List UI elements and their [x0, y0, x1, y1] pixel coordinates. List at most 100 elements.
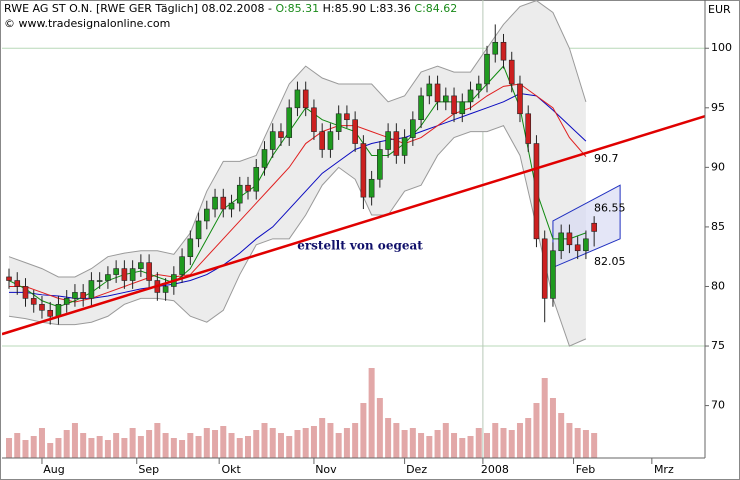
candle-body — [517, 83, 523, 115]
level-label: 90.7 — [594, 152, 619, 165]
volume-bar — [88, 438, 95, 458]
band-fill — [9, 0, 586, 347]
candle-body — [253, 167, 260, 192]
volume-bar — [475, 428, 482, 458]
candle-body — [574, 244, 581, 252]
volume-bar — [47, 443, 54, 458]
volume-bar — [310, 426, 317, 458]
volume-bar — [203, 428, 210, 458]
volume-bar — [55, 438, 62, 458]
candle-body — [228, 202, 235, 210]
candle-body — [492, 41, 499, 55]
candle-body — [484, 53, 490, 85]
level-label: 86.55 — [594, 201, 626, 214]
candle-body — [311, 107, 317, 132]
volume-bar — [533, 403, 540, 458]
volume-bar — [574, 428, 581, 458]
y-tick-label: 75 — [711, 339, 725, 352]
candle-body — [352, 119, 358, 144]
header-open: O:85.31 — [275, 2, 319, 15]
candle-body — [96, 280, 103, 282]
annotation: erstellt von oegeat — [297, 239, 423, 253]
x-tick-label: 2008 — [481, 463, 509, 476]
candle-body — [261, 149, 268, 168]
candle-body — [443, 95, 449, 103]
candle-body — [195, 220, 202, 240]
candle-body — [14, 280, 21, 287]
candle-body — [418, 95, 424, 121]
candle-body — [591, 222, 597, 232]
candle-body — [467, 89, 474, 103]
candle-body — [525, 113, 532, 144]
volume-bar — [187, 433, 194, 458]
volume-bar — [6, 438, 13, 458]
volume-bar — [566, 423, 573, 458]
candle-body — [269, 131, 276, 150]
band-upper — [8, 0, 587, 278]
y-unit: EUR — [708, 3, 731, 16]
volume-bar — [541, 378, 548, 458]
band-lower — [8, 125, 587, 347]
candle-body — [302, 89, 309, 109]
candle-body — [105, 274, 111, 281]
candle-body — [393, 131, 400, 156]
candle-body — [533, 143, 540, 240]
volume-bar — [335, 433, 342, 458]
candle-body — [500, 41, 507, 61]
header-close: C:84.62 — [414, 2, 457, 15]
candle-body — [129, 268, 136, 281]
volume-bar — [393, 423, 400, 458]
candle-body — [72, 292, 78, 299]
candle-body — [319, 131, 325, 150]
candle-body — [113, 268, 119, 275]
level-label: 82.05 — [594, 255, 626, 268]
candle-body — [236, 184, 243, 204]
volume-bar — [327, 423, 334, 458]
candle-body — [459, 101, 466, 115]
volume-bar — [96, 436, 103, 458]
candle-body — [63, 298, 70, 305]
volume-bar — [162, 433, 169, 458]
volume-bar — [269, 428, 276, 458]
plot-content — [2, 0, 705, 458]
candle-body — [212, 196, 218, 210]
candle-body — [335, 113, 342, 132]
x-tick-label: Okt — [221, 463, 241, 476]
volume-bar — [179, 440, 186, 458]
volume-bar — [154, 423, 161, 458]
header: RWE AG ST O.N. [RWE GER Täglich] 08.02.2… — [4, 2, 457, 15]
volume-bar — [146, 430, 153, 458]
volume-bar — [558, 413, 565, 458]
candle-body — [22, 286, 29, 299]
candle-body — [508, 59, 515, 85]
header-high: H:85.90 — [323, 2, 366, 15]
candle-body — [344, 113, 350, 121]
volume-bar — [582, 430, 589, 458]
candle-body — [550, 250, 556, 299]
x-tick-label: Aug — [43, 463, 64, 476]
volume-bar — [459, 438, 466, 458]
volume-bar — [525, 418, 532, 458]
candle-body — [475, 83, 482, 91]
candle-body — [286, 107, 293, 138]
candle-body — [410, 119, 416, 138]
volume-bar — [508, 430, 515, 458]
volume-bar — [170, 438, 177, 458]
candle-body — [80, 292, 86, 299]
candle-body — [121, 268, 128, 281]
volume-bar — [360, 403, 367, 458]
y-tick-label: 85 — [711, 220, 725, 233]
volume-bar — [195, 436, 202, 458]
volume-bar — [451, 433, 458, 458]
x-tick-label: Sep — [138, 463, 159, 476]
volume-bar — [253, 430, 260, 458]
volume-bar — [343, 428, 350, 458]
volume-bar — [137, 436, 144, 458]
volume-bar — [484, 433, 491, 458]
candle-body — [294, 89, 301, 109]
volume-bar — [121, 438, 128, 458]
volume-bar — [467, 436, 474, 458]
candle-body — [179, 256, 185, 275]
volume-bar — [352, 423, 359, 458]
